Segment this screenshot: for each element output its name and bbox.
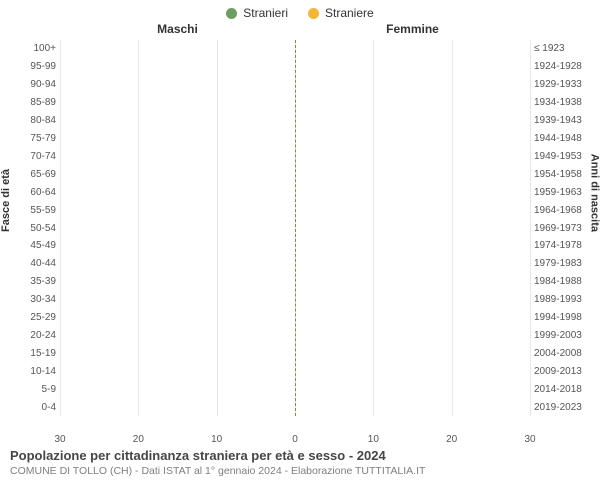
birth-year-label: 1944-1948 (534, 133, 594, 144)
age-label: 100+ (10, 43, 56, 54)
birth-year-label: 1949-1953 (534, 151, 594, 162)
age-label: 45-49 (10, 240, 56, 251)
birth-year-label: 1954-1958 (534, 169, 594, 180)
chart-subtitle: COMUNE DI TOLLO (CH) - Dati ISTAT al 1° … (10, 465, 590, 477)
grid-line (530, 40, 531, 416)
birth-year-label: 1939-1943 (534, 115, 594, 126)
chart-title: Popolazione per cittadinanza straniera p… (10, 448, 590, 463)
birth-year-label: 1994-1998 (534, 312, 594, 323)
age-label: 70-74 (10, 151, 56, 162)
age-label: 5-9 (10, 384, 56, 395)
birth-year-label: 1999-2003 (534, 330, 594, 341)
birth-year-label: 1979-1983 (534, 258, 594, 269)
birth-year-label: 1924-1928 (534, 61, 594, 72)
x-tick: 30 (54, 434, 65, 445)
age-label: 95-99 (10, 61, 56, 72)
birth-year-label: 2014-2018 (534, 384, 594, 395)
age-label: 10-14 (10, 366, 56, 377)
x-tick: 30 (524, 434, 535, 445)
plot-area: 100+≤ 192395-991924-192890-941929-193385… (60, 40, 530, 416)
x-tick: 10 (211, 434, 222, 445)
age-label: 65-69 (10, 169, 56, 180)
birth-year-label: 2019-2023 (534, 402, 594, 413)
legend: Stranieri Straniere (0, 0, 600, 22)
legend-swatch-female (308, 8, 319, 19)
column-header-female: Femmine (295, 22, 600, 36)
legend-item-female: Straniere (308, 6, 374, 20)
age-label: 80-84 (10, 115, 56, 126)
birth-year-label: 1989-1993 (534, 294, 594, 305)
x-tick: 20 (133, 434, 144, 445)
age-label: 30-34 (10, 294, 56, 305)
age-label: 75-79 (10, 133, 56, 144)
age-label: 60-64 (10, 187, 56, 198)
age-label: 0-4 (10, 402, 56, 413)
legend-label-male: Stranieri (243, 6, 288, 20)
legend-item-male: Stranieri (226, 6, 288, 20)
column-headers: Maschi Femmine (0, 22, 600, 36)
population-pyramid-chart: Maschi Femmine Fasce di età Anni di nasc… (0, 22, 600, 442)
age-label: 35-39 (10, 276, 56, 287)
birth-year-label: 2004-2008 (534, 348, 594, 359)
chart-footer: Popolazione per cittadinanza straniera p… (0, 442, 600, 477)
age-label: 50-54 (10, 223, 56, 234)
birth-year-label: 1959-1963 (534, 187, 594, 198)
age-label: 55-59 (10, 205, 56, 216)
birth-year-label: 1964-1968 (534, 205, 594, 216)
center-axis-line (295, 40, 296, 416)
column-header-male: Maschi (0, 22, 295, 36)
birth-year-label: ≤ 1923 (534, 43, 594, 54)
age-label: 25-29 (10, 312, 56, 323)
legend-swatch-male (226, 8, 237, 19)
birth-year-label: 1929-1933 (534, 79, 594, 90)
age-label: 85-89 (10, 97, 56, 108)
birth-year-label: 1969-1973 (534, 223, 594, 234)
x-tick: 0 (292, 434, 298, 445)
birth-year-label: 1934-1938 (534, 97, 594, 108)
birth-year-label: 2009-2013 (534, 366, 594, 377)
age-label: 15-19 (10, 348, 56, 359)
legend-label-female: Straniere (325, 6, 374, 20)
age-label: 20-24 (10, 330, 56, 341)
birth-year-label: 1974-1978 (534, 240, 594, 251)
age-label: 90-94 (10, 79, 56, 90)
x-tick: 20 (446, 434, 457, 445)
age-label: 40-44 (10, 258, 56, 269)
x-tick: 10 (368, 434, 379, 445)
birth-year-label: 1984-1988 (534, 276, 594, 287)
